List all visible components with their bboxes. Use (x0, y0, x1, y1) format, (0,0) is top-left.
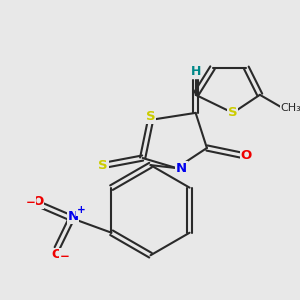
Text: −: − (59, 250, 69, 263)
Text: O: O (240, 148, 251, 161)
Text: S: S (146, 110, 155, 123)
Text: O: O (51, 248, 63, 261)
Text: H: H (190, 65, 201, 78)
Text: N: N (68, 210, 79, 223)
Text: N: N (176, 162, 187, 175)
Text: S: S (98, 158, 108, 172)
Text: −: − (25, 196, 35, 209)
Text: S: S (228, 106, 238, 119)
Text: O: O (32, 195, 44, 208)
Text: +: + (76, 205, 85, 215)
Text: CH₃: CH₃ (280, 103, 300, 113)
